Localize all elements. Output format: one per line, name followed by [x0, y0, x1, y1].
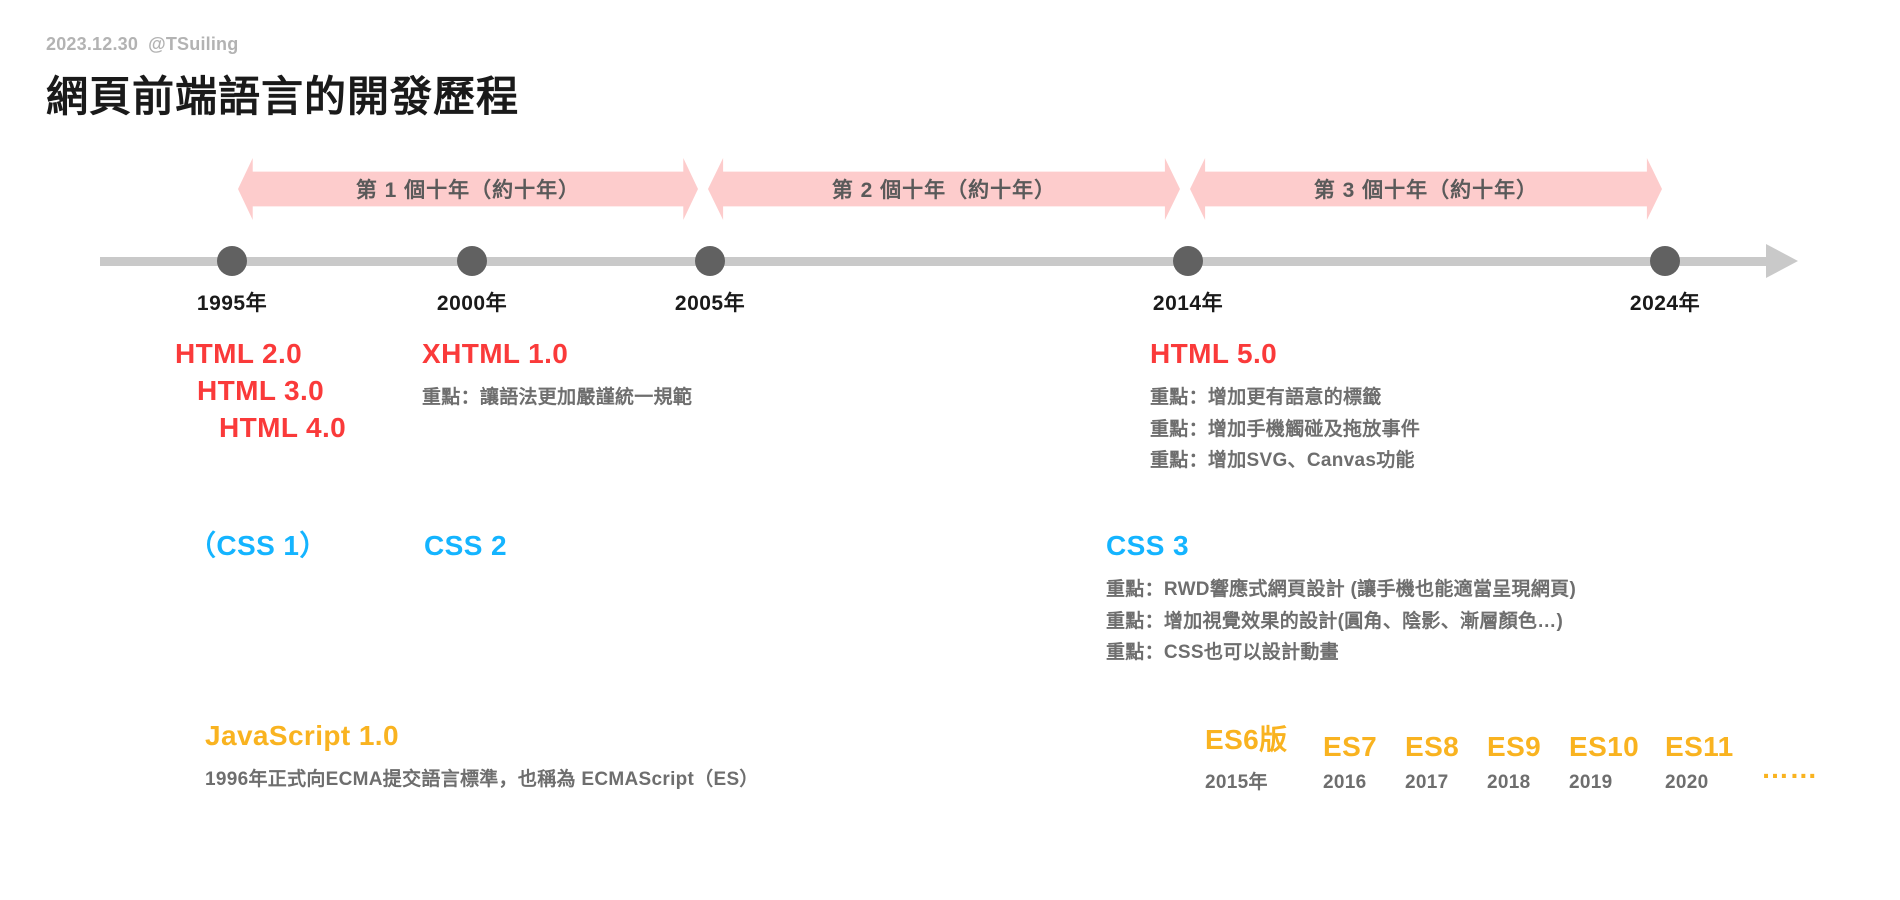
- es-version-item-1: ES6版 2015年: [1205, 718, 1323, 794]
- es-version-year-1: 2015年: [1205, 772, 1268, 793]
- html-version-label-2: HTML 3.0: [197, 374, 325, 406]
- javascript-note-1: 1996年正式向ECMA提交語言標準，也稱為 ECMAScript（ES）: [205, 768, 759, 790]
- es-version-item-2: ES7 2016: [1323, 731, 1405, 794]
- html5-note-1: 重點：增加更有語意的標籤: [1150, 386, 1382, 408]
- css3-note-1: 重點：RWD響應式網頁設計 (讓手機也能適當呈現網頁): [1106, 578, 1577, 600]
- css3-block: CSS 3 重點：RWD響應式網頁設計 (讓手機也能適當呈現網頁) 重點：增加視…: [1106, 528, 1576, 669]
- es-version-item-3: ES8 2017: [1405, 731, 1487, 794]
- axis-line: [100, 257, 1770, 266]
- css1-title: （CSS 1）: [188, 530, 328, 561]
- decade-arrow-1-label: 第 1 個十年（約十年）: [355, 179, 581, 202]
- es-version-year-6: 2020: [1665, 772, 1709, 793]
- es-version-year-3: 2017: [1405, 772, 1449, 793]
- es-version-year-2: 2016: [1323, 772, 1367, 793]
- es-versions-row: ES6版 2015年 ES7 2016 ES8 2017 ES9 2018 ES…: [1205, 718, 1818, 794]
- es-version-item-5: ES10 2019: [1569, 731, 1665, 794]
- xhtml-note-1: 重點：讓語法更加嚴謹統一規範: [422, 386, 693, 408]
- axis-year-label-1: 1995年: [196, 292, 268, 315]
- es-version-name-1: ES6版: [1205, 724, 1288, 755]
- es-version-item-6: ES11 2020: [1665, 731, 1761, 794]
- html-early-versions-block: HTML 2.0 HTML 3.0 HTML 4.0: [175, 336, 346, 447]
- es-versions-block: ES6版 2015年 ES7 2016 ES8 2017 ES9 2018 ES…: [1205, 718, 1818, 794]
- es-version-name-7: ……: [1761, 753, 1818, 784]
- html5-block: HTML 5.0 重點：增加更有語意的標籤 重點：增加手機觸碰及拖放事件 重點：…: [1150, 336, 1420, 477]
- decade-arrow-2-label: 第 2 個十年（約十年）: [831, 179, 1057, 202]
- page-title: 網頁前端語言的開發歷程: [46, 73, 520, 120]
- css1-block: （CSS 1）: [188, 528, 328, 565]
- decade-arrow-3: 第 3 個十年（約十年）: [1190, 158, 1662, 220]
- es-version-name-4: ES9: [1487, 731, 1542, 762]
- timeline-axis: 1995年 2000年 2005年 2014年 2024年: [0, 238, 1900, 328]
- es-version-name-2: ES7: [1323, 731, 1378, 762]
- axis-year-label-5: 2024年: [1629, 292, 1701, 315]
- html-version-label-3: HTML 4.0: [219, 411, 347, 443]
- html-version-label-1: HTML 2.0: [175, 338, 303, 369]
- es-version-name-3: ES8: [1405, 731, 1460, 762]
- page-header: 2023.12.30 @TSuiling 網頁前端語言的開發歷程: [46, 34, 519, 124]
- html5-note-2: 重點：增加手機觸碰及拖放事件: [1150, 418, 1421, 440]
- css3-title: CSS 3: [1106, 530, 1189, 561]
- javascript-title: JavaScript 1.0: [205, 720, 399, 751]
- es-version-name-5: ES10: [1569, 731, 1640, 762]
- html5-title: HTML 5.0: [1150, 338, 1278, 369]
- css3-note-3: 重點：CSS也可以設計動畫: [1106, 642, 1339, 664]
- decade-arrow-2: 第 2 個十年（約十年）: [708, 158, 1180, 220]
- xhtml-block: XHTML 1.0 重點：讓語法更加嚴謹統一規範: [422, 336, 692, 414]
- axis-node-2005: [695, 246, 725, 276]
- axis-node-2000: [457, 246, 487, 276]
- es-version-item-4: ES9 2018: [1487, 731, 1569, 794]
- axis-arrowhead-icon: [1766, 244, 1798, 278]
- decade-arrow-3-label: 第 3 個十年（約十年）: [1313, 179, 1539, 202]
- es-version-name-6: ES11: [1665, 731, 1734, 762]
- css2-title: CSS 2: [424, 530, 507, 561]
- author-handle: @TSuiling: [148, 34, 239, 54]
- byline: 2023.12.30 @TSuiling: [46, 34, 519, 55]
- axis-node-1995: [217, 246, 247, 276]
- decade-arrow-1: 第 1 個十年（約十年）: [238, 158, 698, 220]
- es-version-year-5: 2019: [1569, 772, 1613, 793]
- axis-year-label-2: 2000年: [436, 292, 508, 315]
- axis-node-2024: [1650, 246, 1680, 276]
- javascript-block: JavaScript 1.0 1996年正式向ECMA提交語言標準，也稱為 EC…: [205, 718, 759, 796]
- es-version-year-4: 2018: [1487, 772, 1531, 793]
- axis-node-2014: [1173, 246, 1203, 276]
- es-version-item-7: ……: [1761, 753, 1818, 794]
- css3-note-2: 重點：增加視覺效果的設計(圓角、陰影、漸層顏色…): [1106, 610, 1564, 632]
- xhtml-title: XHTML 1.0: [422, 338, 569, 369]
- publish-date: 2023.12.30: [46, 34, 139, 54]
- decade-arrow-band: 第 1 個十年（約十年） 第 2 個十年（約十年） 第 3 個十年（約十年）: [0, 158, 1900, 220]
- axis-year-label-4: 2014年: [1152, 292, 1224, 315]
- axis-year-label-3: 2005年: [674, 292, 746, 315]
- css2-block: CSS 2: [424, 528, 507, 565]
- html5-note-3: 重點：增加SVG、Canvas功能: [1150, 450, 1415, 472]
